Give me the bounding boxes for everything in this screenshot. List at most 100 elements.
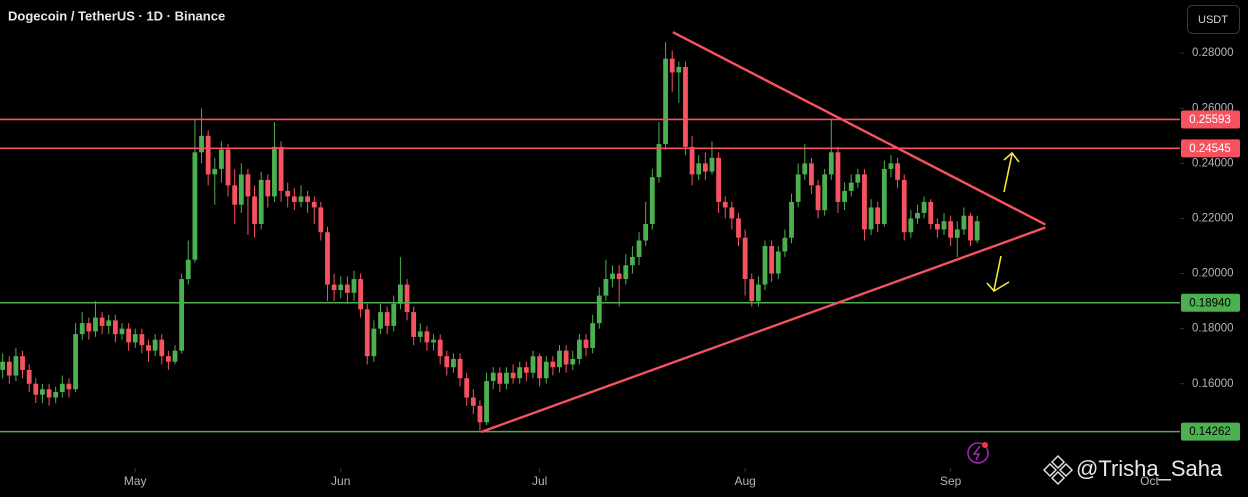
candle-body — [112, 320, 118, 335]
level-tag — [1181, 110, 1240, 129]
candle-body — [424, 331, 430, 343]
candle-body — [557, 350, 562, 368]
candle-body — [278, 146, 284, 191]
candle-body — [802, 163, 808, 175]
candle-body — [888, 163, 894, 169]
candle-body — [603, 279, 609, 296]
candle-body — [775, 251, 781, 274]
candle-body — [954, 229, 960, 238]
candle-body — [484, 380, 489, 423]
candle-body — [53, 391, 59, 398]
candle-body — [258, 179, 264, 224]
watermark: @Trisha_Saha — [1076, 456, 1223, 481]
candle-body — [298, 196, 304, 202]
candle-body — [517, 367, 523, 379]
currency-button[interactable] — [1187, 5, 1240, 34]
candle-body — [689, 146, 695, 175]
candle-body — [722, 201, 728, 208]
candle-body — [417, 331, 423, 337]
candle-body — [146, 345, 151, 351]
candle-body — [948, 221, 954, 238]
candle-body — [636, 240, 642, 258]
candle-body — [782, 237, 788, 252]
candle-body — [311, 201, 317, 208]
candle-body — [33, 383, 39, 395]
candle-body — [709, 157, 715, 172]
candle-body — [99, 317, 105, 326]
candle-body — [875, 207, 881, 224]
y-tick-label: 0.16000 — [1192, 378, 1234, 390]
candle-body — [13, 356, 19, 376]
candle-body — [656, 144, 662, 178]
candle-body — [570, 358, 576, 365]
y-tick-label: 0.18000 — [1192, 323, 1234, 335]
candle-body — [291, 196, 297, 202]
trendline — [480, 226, 1046, 434]
candle-body — [583, 339, 589, 348]
candle-body — [139, 334, 145, 346]
candle-body — [676, 66, 682, 73]
candle-body — [192, 152, 198, 260]
candle-body — [490, 372, 496, 381]
candle-body — [66, 383, 72, 390]
candle-body — [199, 135, 204, 153]
candle-body — [238, 174, 244, 205]
candle-body — [895, 163, 900, 180]
candle-body — [344, 284, 350, 293]
candle-body — [696, 163, 702, 175]
candle-body — [152, 339, 158, 351]
candle-body — [855, 174, 861, 183]
candle-body — [431, 339, 436, 343]
level-tag — [1181, 422, 1240, 441]
candle-body — [755, 284, 761, 302]
candle-body — [444, 356, 450, 368]
candle-body — [391, 303, 397, 326]
candle-body — [742, 237, 748, 280]
y-tick-label: 0.20000 — [1192, 268, 1234, 280]
candle-body — [351, 279, 357, 293]
candle-body — [643, 223, 649, 241]
candle-body — [669, 58, 675, 73]
candle-body — [93, 317, 98, 332]
candle-body — [590, 323, 596, 348]
candle-body — [828, 152, 834, 175]
y-tick-label: 0.28000 — [1192, 47, 1234, 59]
candle-body — [862, 174, 867, 230]
candle-body — [504, 372, 509, 384]
candle-body — [325, 232, 330, 285]
candle-body — [384, 312, 390, 326]
candle-body — [822, 174, 828, 211]
candle-body — [205, 135, 211, 175]
candle-body — [79, 323, 85, 335]
candle-body — [610, 273, 615, 280]
candle-body — [630, 257, 635, 266]
candle-body — [106, 320, 112, 326]
x-tick-label: Jul — [532, 474, 547, 488]
candle-body — [762, 245, 768, 285]
candle-body — [179, 279, 185, 351]
candle-body — [530, 356, 536, 373]
candle-body — [185, 259, 191, 280]
level-label: 0.24545 — [1189, 143, 1231, 155]
x-tick-label: Sep — [940, 474, 962, 488]
candle-body — [934, 223, 940, 230]
candle-body — [537, 356, 543, 379]
candle-body — [457, 358, 463, 379]
candle-body — [252, 196, 257, 224]
candle-body — [543, 361, 549, 379]
candle-body — [232, 185, 238, 205]
candle-body — [901, 179, 907, 233]
level-label: 0.14262 — [1189, 426, 1231, 438]
candle-body — [789, 201, 794, 238]
x-tick-label: Aug — [734, 474, 755, 488]
candle-body — [132, 334, 138, 343]
candle-body — [26, 369, 32, 384]
candle-body — [451, 358, 456, 368]
candle-body — [272, 146, 277, 197]
price-axis: 0.160000.180000.200000.220000.240000.260… — [124, 47, 1240, 488]
candle-body — [769, 245, 775, 274]
candle-body — [437, 339, 443, 357]
candle-body — [464, 378, 470, 398]
